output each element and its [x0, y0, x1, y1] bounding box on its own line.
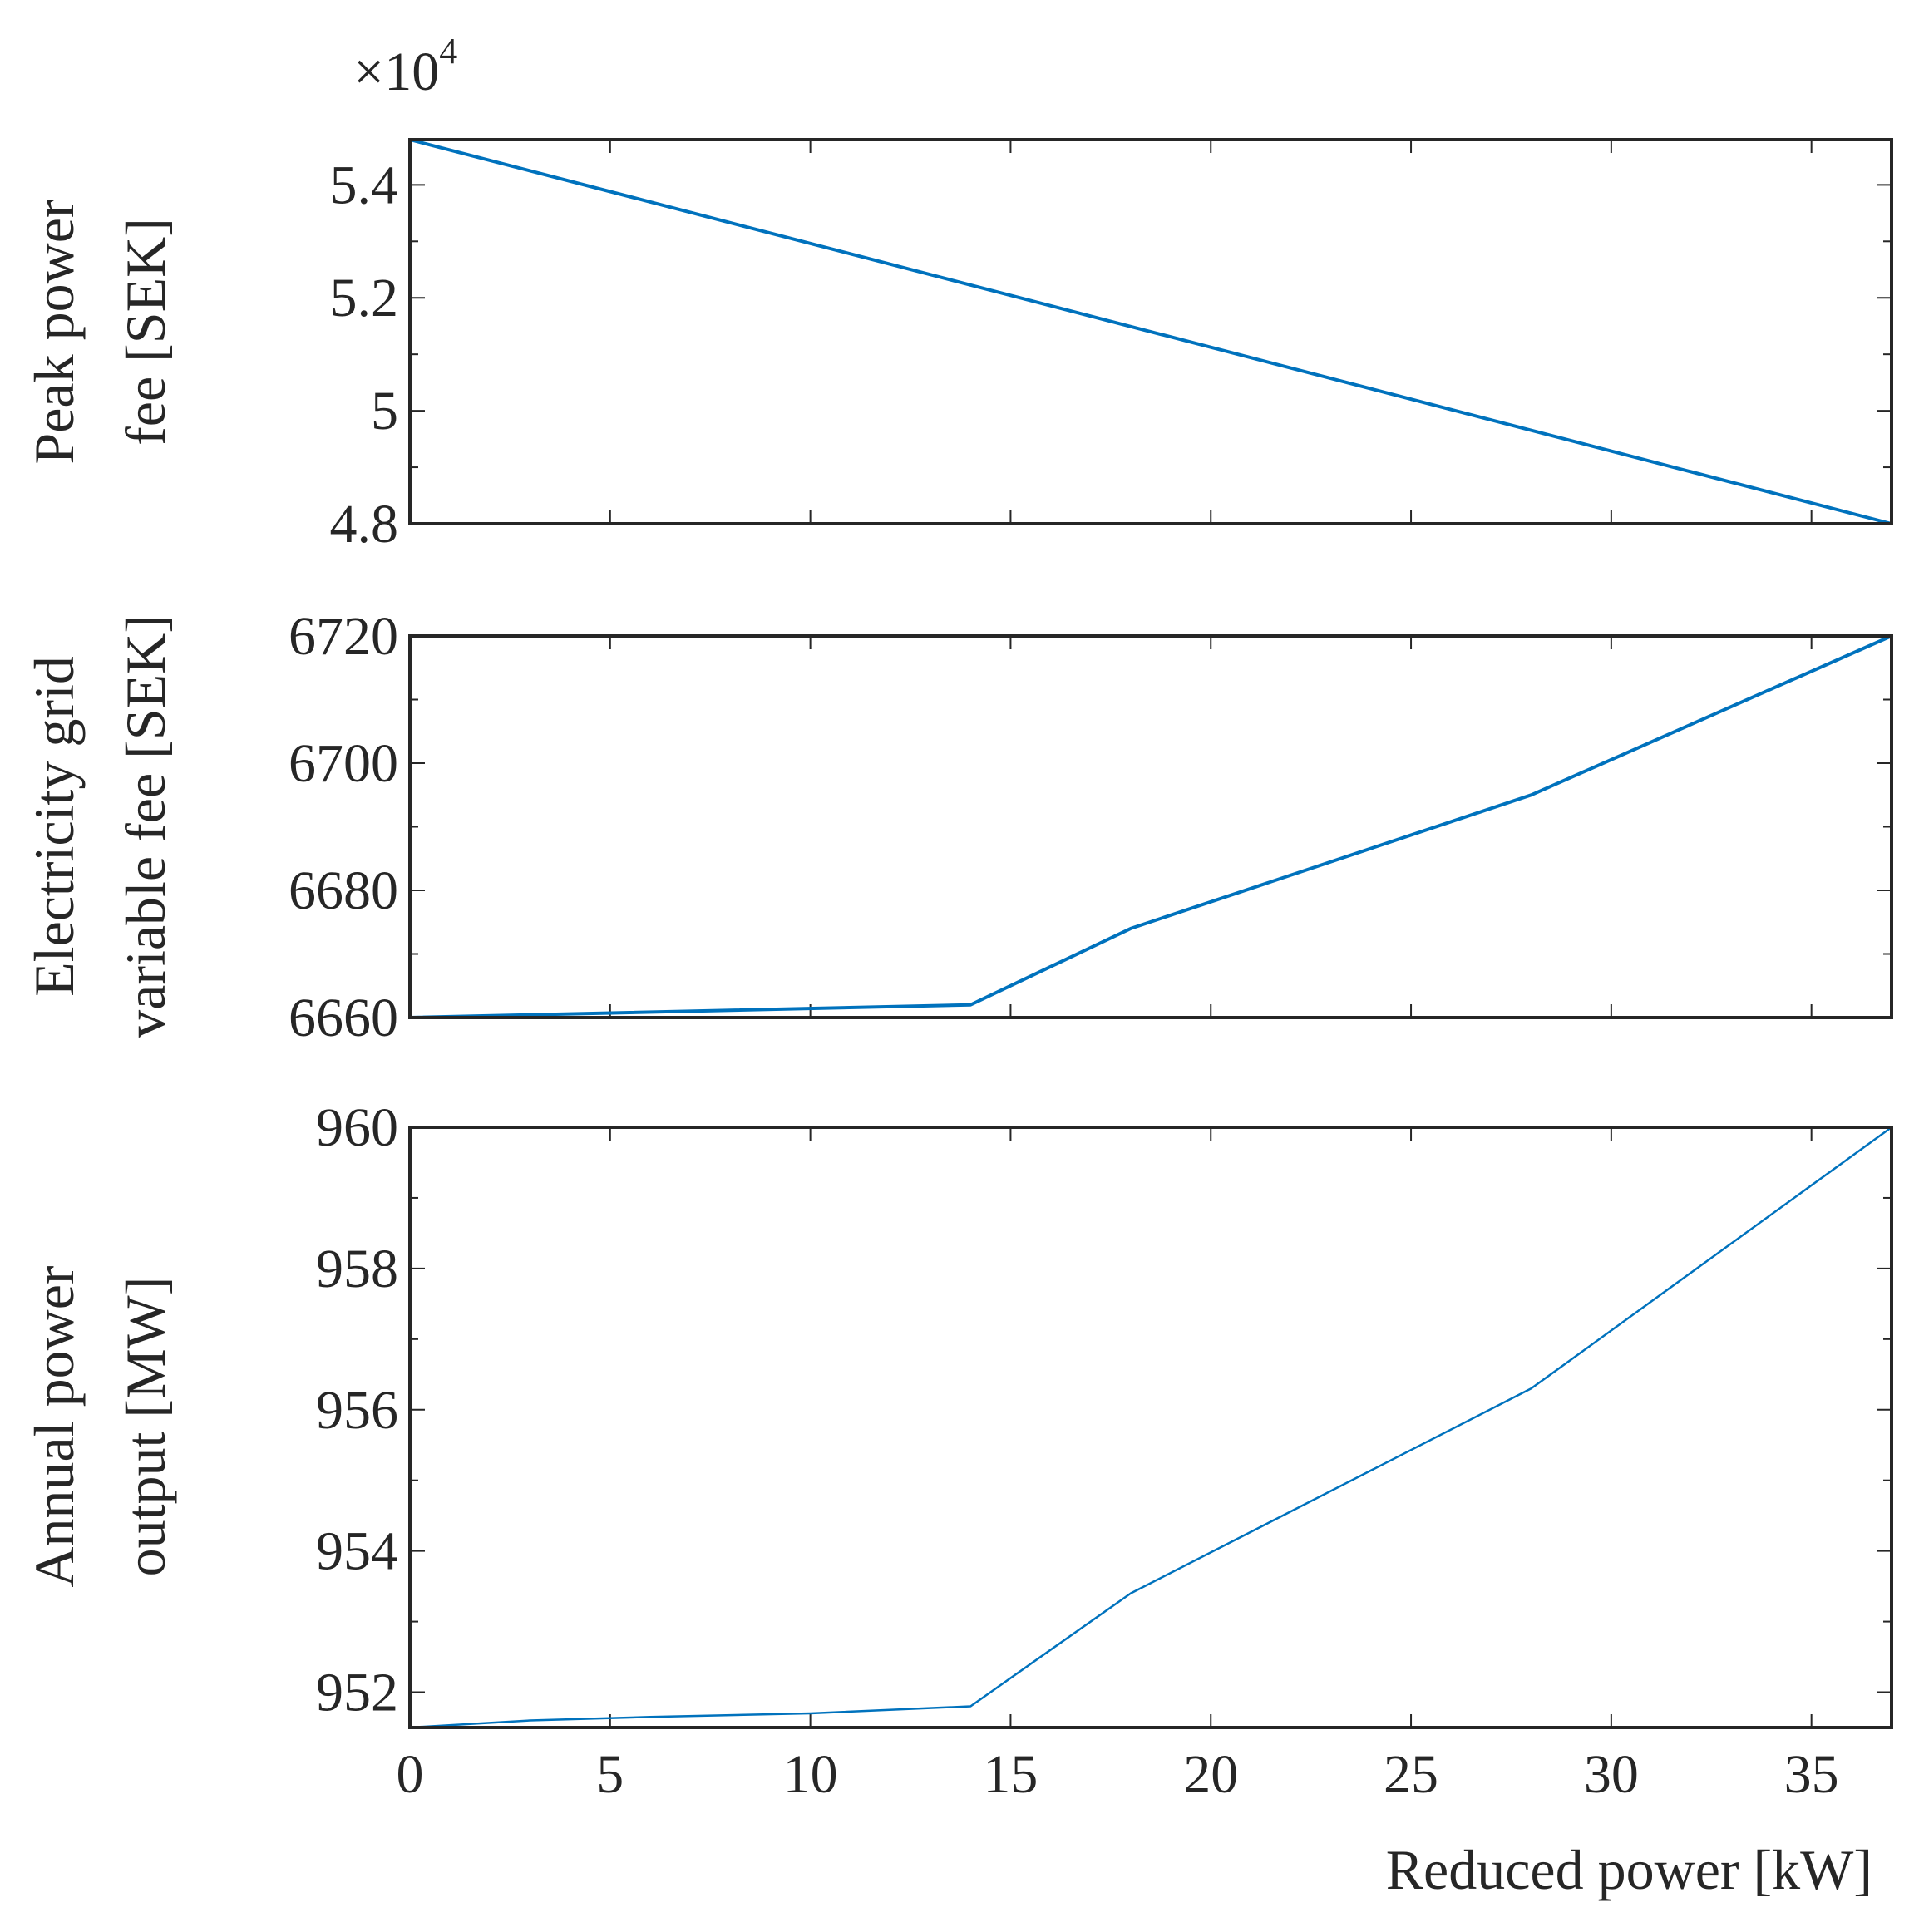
y-tick-label: 5.2: [330, 268, 399, 328]
panel-annual-power-output: 952 954 956 958 960 0 5 10 15 20 25 30 35 Annual po…: [22, 1097, 1893, 1901]
x-tick-label: 5: [596, 1744, 624, 1805]
series-line: [408, 634, 1893, 1019]
panel-grid-variable-fee: 6660 6680 6700 6720 Electricity grid variab…: [22, 606, 1893, 1048]
x-tick-label: 10: [783, 1744, 838, 1805]
panel-1-series: [408, 138, 1893, 525]
x-tick-label: 15: [983, 1744, 1038, 1805]
y-tick-label: 4.8: [330, 494, 399, 554]
y-tick-label: 954: [316, 1521, 398, 1582]
x-tick-label: 35: [1784, 1744, 1839, 1805]
x-axis-title: Reduced power [kW]: [1386, 1838, 1872, 1901]
panel-3-series: [408, 1126, 1893, 1729]
x-tick-label: 30: [1584, 1744, 1639, 1805]
y-tick-label: 5: [371, 381, 398, 441]
y-tick-label: 952: [316, 1663, 398, 1723]
x-tick-label: 20: [1183, 1744, 1238, 1805]
y-tick-label: 960: [316, 1097, 398, 1158]
y-tick-label: 956: [316, 1380, 398, 1441]
panel-3-y-tick-labels: 952 954 956 958 960: [316, 1097, 398, 1723]
panel-1-ylabel-line-2: fee [SEK]: [114, 218, 177, 446]
panel-3-frame: [408, 1126, 1893, 1729]
y-tick-label: 6680: [289, 860, 398, 921]
exponent-label: ×104: [353, 31, 457, 102]
panel-3-ylabel-line-2: output [MW]: [114, 1277, 177, 1577]
panel-1-frame: [408, 138, 1893, 525]
y-tick-label: 5.4: [330, 155, 399, 215]
panel-3-x-tick-labels: 0 5 10 15 20 25 30 35: [397, 1744, 1839, 1805]
y-tick-label: 6700: [289, 733, 398, 794]
panel-2-ticks: [409, 635, 1892, 1018]
panel-peak-power-fee: ×104 4.8 5 5.2 5.4 Peak power fee [SEK]: [22, 31, 1893, 554]
panel-2-series: [408, 634, 1893, 1019]
series-line: [408, 1126, 1893, 1729]
panel-3-ylabel-line-1: Annual power: [22, 1265, 86, 1587]
series-line: [408, 138, 1893, 525]
panel-2-y-tick-labels: 6660 6680 6700 6720: [289, 606, 398, 1048]
panel-2-frame: [408, 634, 1893, 1019]
y-tick-label: 958: [316, 1239, 398, 1299]
panel-1-y-tick-labels: 4.8 5 5.2 5.4: [330, 155, 399, 554]
panel-3-ticks: [409, 1126, 1892, 1727]
exponent-power: 4: [439, 31, 457, 71]
y-tick-label: 6660: [289, 988, 398, 1048]
x-tick-label: 25: [1384, 1744, 1438, 1805]
x-tick-label: 0: [397, 1744, 424, 1805]
panel-2-ylabel-line-2: variable fee [SEK]: [114, 614, 177, 1038]
panel-1-ylabel-line-1: Peak power: [22, 199, 86, 464]
panel-2-ylabel-line-1: Electricity grid: [22, 656, 86, 997]
y-tick-label: 6720: [289, 606, 398, 667]
